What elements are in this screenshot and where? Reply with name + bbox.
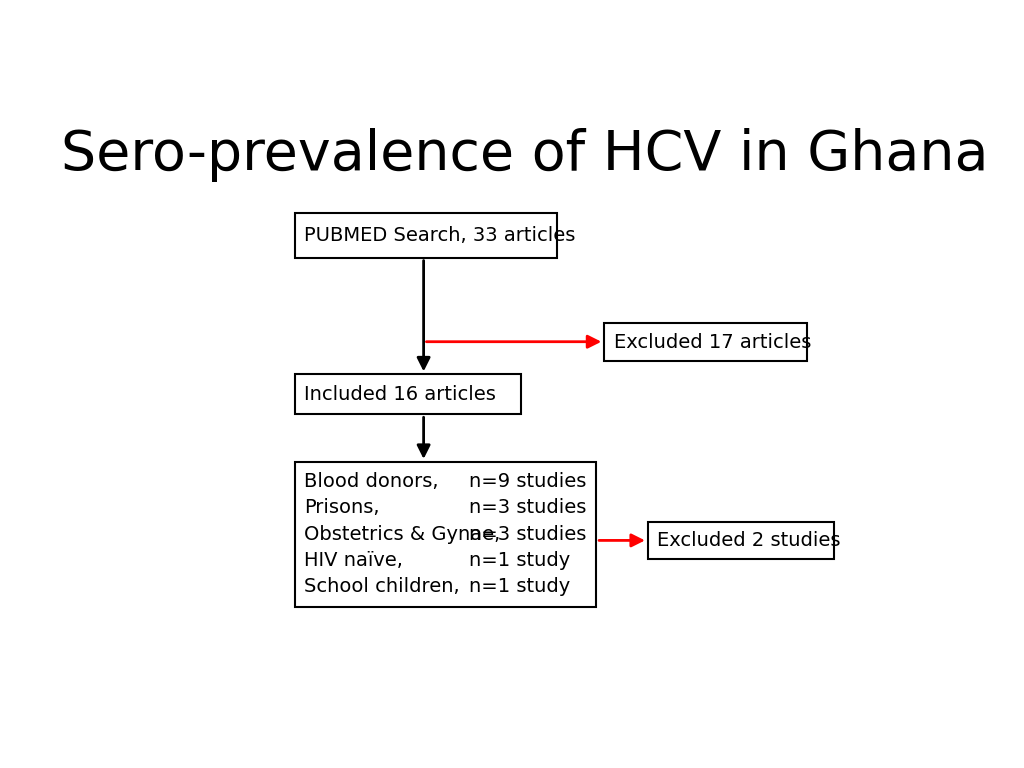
Text: n=1 study: n=1 study (469, 551, 570, 570)
Text: Excluded 2 studies: Excluded 2 studies (657, 531, 841, 550)
Text: HIV naïve,: HIV naïve, (304, 551, 403, 570)
Text: Excluded 17 articles: Excluded 17 articles (613, 333, 811, 352)
FancyBboxPatch shape (295, 214, 557, 258)
Text: Obstetrics & Gynae,: Obstetrics & Gynae, (304, 525, 501, 544)
Text: PUBMED Search, 33 articles: PUBMED Search, 33 articles (304, 226, 575, 245)
Text: n=3 studies: n=3 studies (469, 525, 587, 544)
Text: n=9 studies: n=9 studies (469, 472, 587, 491)
Text: n=3 studies: n=3 studies (469, 498, 587, 518)
FancyBboxPatch shape (295, 462, 596, 607)
FancyBboxPatch shape (295, 374, 521, 415)
FancyBboxPatch shape (648, 522, 835, 559)
Text: Included 16 articles: Included 16 articles (304, 385, 496, 404)
Text: Prisons,: Prisons, (304, 498, 380, 518)
Text: Blood donors,: Blood donors, (304, 472, 438, 491)
FancyBboxPatch shape (604, 323, 807, 361)
Text: School children,: School children, (304, 578, 460, 597)
Text: n=1 study: n=1 study (469, 578, 570, 597)
Text: Sero-prevalence of HCV in Ghana: Sero-prevalence of HCV in Ghana (61, 127, 988, 182)
